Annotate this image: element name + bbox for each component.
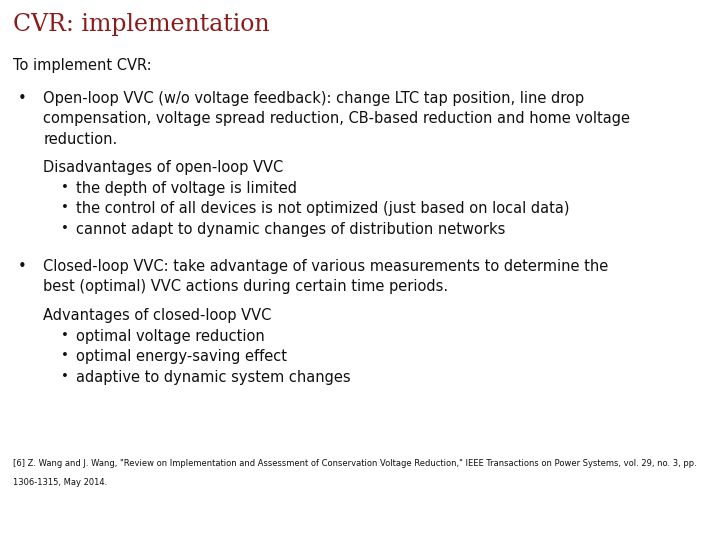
Text: compensation, voltage spread reduction, CB-based reduction and home voltage: compensation, voltage spread reduction, …	[43, 111, 630, 126]
Text: cannot adapt to dynamic changes of distribution networks: cannot adapt to dynamic changes of distr…	[76, 222, 505, 237]
Text: 1306-1315, May 2014.: 1306-1315, May 2014.	[13, 478, 107, 487]
Text: [6] Z. Wang and J. Wang, "Review on Implementation and Assessment of Conservatio: [6] Z. Wang and J. Wang, "Review on Impl…	[13, 459, 697, 468]
Text: reduction.: reduction.	[43, 132, 117, 147]
Text: •: •	[61, 222, 69, 235]
Text: the control of all devices is not optimized (just based on local data): the control of all devices is not optimi…	[76, 201, 569, 217]
Text: adaptive to dynamic system changes: adaptive to dynamic system changes	[76, 370, 350, 384]
Text: •: •	[61, 329, 69, 342]
Text: Open-loop VVC (w/o voltage feedback): change LTC tap position, line drop: Open-loop VVC (w/o voltage feedback): ch…	[43, 91, 585, 106]
Text: Advantages of closed-loop VVC: Advantages of closed-loop VVC	[43, 308, 271, 323]
Text: Disadvantages of open-loop VVC: Disadvantages of open-loop VVC	[43, 160, 284, 176]
Text: •: •	[61, 370, 69, 383]
Text: To implement CVR:: To implement CVR:	[13, 58, 152, 73]
Text: the depth of voltage is limited: the depth of voltage is limited	[76, 181, 297, 196]
Text: CVR: implementation: CVR: implementation	[13, 14, 269, 37]
Text: IOWA STATE UNIVERSITY: IOWA STATE UNIVERSITY	[248, 514, 472, 528]
Text: optimal voltage reduction: optimal voltage reduction	[76, 329, 264, 343]
Text: •: •	[61, 181, 69, 194]
Text: •: •	[18, 259, 27, 274]
Text: •: •	[61, 349, 69, 362]
Text: best (optimal) VVC actions during certain time periods.: best (optimal) VVC actions during certai…	[43, 279, 449, 294]
Text: Closed-loop VVC: take advantage of various measurements to determine the: Closed-loop VVC: take advantage of vario…	[43, 259, 608, 274]
Text: •: •	[61, 201, 69, 214]
Text: optimal energy-saving effect: optimal energy-saving effect	[76, 349, 287, 364]
Text: •: •	[18, 91, 27, 106]
